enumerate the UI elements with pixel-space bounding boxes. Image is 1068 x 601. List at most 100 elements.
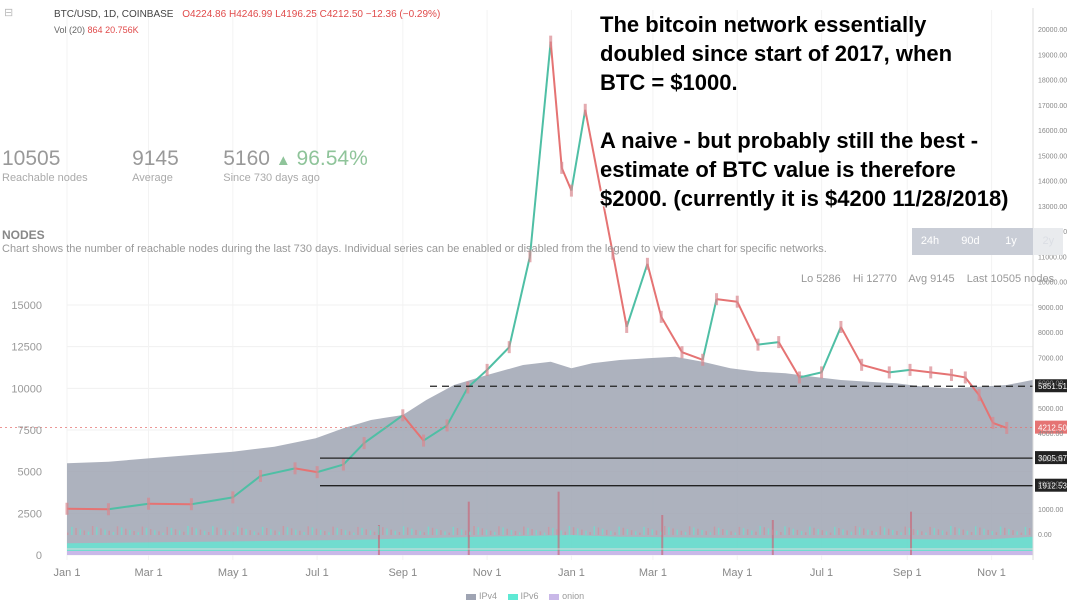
volume-bar	[941, 530, 944, 535]
timeframe-24h-button[interactable]: 24h	[920, 235, 940, 247]
price-segment	[423, 424, 448, 442]
price-segment	[560, 167, 573, 191]
volume-bar	[900, 532, 902, 535]
price-candle	[583, 103, 587, 116]
volume-bar	[295, 529, 297, 535]
volume-bar	[477, 527, 479, 535]
volume-bar	[203, 530, 206, 535]
level-label: 3005.67	[1038, 454, 1067, 463]
price-segment	[528, 41, 552, 257]
volume-bar	[634, 531, 637, 535]
price-candle	[659, 310, 663, 323]
volume-bar	[369, 530, 372, 535]
price-segment	[584, 109, 614, 254]
volume-bar	[755, 531, 757, 535]
x-axis: Jan 1 Mar 1 May 1 Jul 1 Sep 1 Nov 1 Jan 1 Mar 1…	[54, 548, 1033, 579]
volume-bar	[220, 528, 222, 535]
volume-bar	[775, 530, 778, 535]
y-tick-label: 15000	[11, 300, 42, 312]
volume-bar	[800, 531, 803, 535]
volume-bar	[1003, 527, 1006, 535]
x-tick-label: Jan 1	[54, 567, 81, 579]
lo-stat: Lo 5286	[801, 273, 841, 285]
volume-bar	[950, 526, 952, 535]
price-candle	[645, 257, 649, 270]
x-tick-label: Nov 1	[977, 567, 1006, 579]
price-segment	[992, 421, 1008, 429]
volume-bar	[357, 526, 359, 535]
volume-bar	[784, 526, 786, 535]
volume-label[interactable]: Vol (20)	[54, 25, 86, 35]
price-tick-label: 9000.00	[1038, 305, 1063, 312]
volume-bar	[228, 531, 231, 535]
volume-bar	[995, 532, 998, 535]
volume-bar	[659, 531, 662, 535]
volume-bar	[576, 528, 579, 535]
timeframe-90d-button[interactable]: 90d	[961, 235, 980, 247]
volume-bar	[904, 526, 906, 535]
volume-bar	[166, 526, 169, 535]
y-tick-label: 10000	[11, 383, 42, 395]
volume-bar	[813, 527, 815, 535]
price-candle	[680, 346, 684, 359]
volume-bar	[547, 526, 550, 535]
volume-value: 864	[87, 25, 103, 35]
timeframe-selector: 24h 90d 1y 2y	[912, 228, 1064, 255]
annotation-line: $2000. (currently it is $4200 11/28/2018…	[600, 186, 1009, 211]
level-label: 1912.53	[1038, 482, 1067, 491]
price-candle	[929, 366, 933, 379]
volume-ma-value: 20.756K	[105, 25, 139, 35]
timeframe-2y-button[interactable]: 2y	[1033, 228, 1064, 255]
reachable-label: Reachable nodes	[2, 172, 88, 184]
volume-bar	[684, 532, 687, 535]
volume-bar	[809, 526, 811, 535]
x-tick-label: Jul 1	[306, 567, 329, 579]
volume-bar	[838, 528, 840, 535]
volume-bar	[933, 528, 935, 535]
volume-bar	[962, 529, 965, 535]
volume-bar	[278, 531, 280, 535]
price-tick-label: 17000.00	[1038, 103, 1067, 110]
volume-bar	[158, 531, 160, 535]
volume-bar	[502, 527, 504, 535]
volume-bar	[448, 532, 450, 535]
volume-bar	[212, 526, 214, 535]
volume-bar	[427, 526, 430, 535]
volume-bar	[257, 532, 260, 535]
volume-bar	[315, 528, 318, 535]
legend-ipv4[interactable]: IPv4	[479, 591, 498, 601]
price-segment	[446, 387, 469, 426]
volume-bar	[1016, 531, 1018, 535]
volume-bar	[514, 531, 517, 535]
volume-bar	[821, 530, 824, 535]
volume-bar	[672, 528, 674, 535]
price-tick-label: 7000.00	[1038, 355, 1063, 362]
price-segment	[646, 263, 663, 318]
price-candle	[258, 469, 262, 482]
y-axis-right: 0.00 1000.00 2000.00 3000.00 4000.00 5000.00 6…	[1032, 8, 1067, 560]
change-value: −12.36 (−0.29%)	[365, 9, 441, 20]
volume-bar	[154, 530, 156, 535]
price-segment	[316, 463, 344, 474]
price-candle	[315, 466, 319, 479]
price-tick-label: 6000.00	[1038, 381, 1063, 388]
volume-bar	[850, 531, 853, 535]
timeframe-1y-button[interactable]: 1y	[1005, 235, 1017, 247]
legend-onion[interactable]: onion	[562, 591, 585, 601]
price-segment	[294, 467, 318, 474]
collapse-icon[interactable]: ⊟	[4, 7, 14, 19]
annotation-line: The bitcoin network essentially	[600, 12, 927, 37]
volume-bar	[129, 529, 131, 535]
price-tick-label: 15000.00	[1038, 153, 1067, 160]
volume-bar	[589, 532, 591, 535]
volume-bar	[178, 530, 181, 535]
volume-bar	[299, 530, 301, 535]
volume-bar	[382, 527, 384, 535]
volume-spike	[377, 525, 380, 555]
symbol-label[interactable]: BTC/USD, 1D, COINBASE	[54, 9, 174, 20]
nodes-description: Chart shows the number of reachable node…	[2, 243, 827, 255]
volume-bar	[854, 526, 857, 535]
price-candle	[908, 363, 912, 376]
y-tick-label: 2500	[18, 508, 42, 520]
legend-ipv6[interactable]: IPv6	[520, 591, 539, 601]
